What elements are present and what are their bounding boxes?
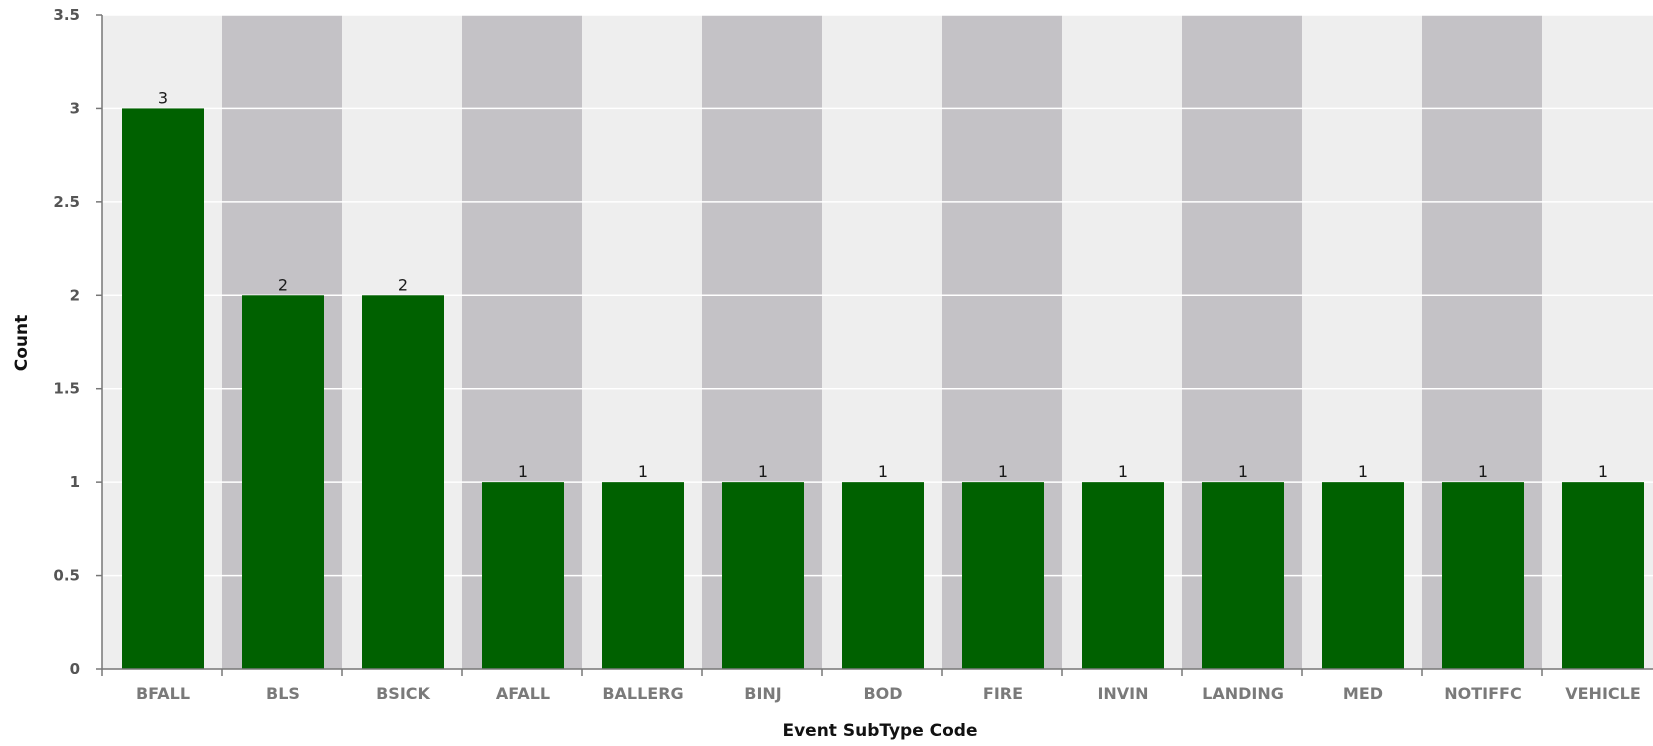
x-tick-label: BLS [266, 684, 300, 703]
y-tick-label: 0 [70, 660, 80, 678]
x-tick-label: BINJ [744, 684, 782, 703]
bar [962, 482, 1044, 669]
x-tick-label: INVIN [1097, 684, 1148, 703]
bar [482, 482, 564, 669]
bar [122, 108, 204, 669]
x-axis-ticks: BFALL BLS BSICK AFALL BALLERG BINJ BOD FIRE INVI… [101, 669, 1641, 703]
bar [842, 482, 924, 669]
x-tick-label: BFALL [136, 684, 190, 703]
y-tick-label: 0.5 [53, 567, 80, 585]
x-tick-label: VEHICLE [1565, 684, 1641, 703]
y-tick-label: 2 [70, 286, 80, 304]
y-tick-label: 3 [70, 99, 80, 117]
data-label: 2 [398, 275, 408, 294]
bar [242, 295, 324, 669]
bar [1082, 482, 1164, 669]
bar [362, 295, 444, 669]
data-label: 1 [1358, 462, 1368, 481]
bar [1562, 482, 1644, 669]
data-labels: 3 2 2 1 1 1 1 1 1 1 1 1 1 [158, 88, 1608, 481]
bar [1322, 482, 1404, 669]
bar [1202, 482, 1284, 669]
data-label: 1 [518, 462, 528, 481]
x-tick-label: NOTIFFC [1444, 684, 1521, 703]
data-label: 1 [1238, 462, 1248, 481]
y-tick-label: 1 [70, 473, 80, 491]
x-tick-label: BSICK [376, 684, 430, 703]
data-label: 1 [1118, 462, 1128, 481]
y-tick-label: 1.5 [53, 380, 80, 398]
bar [1442, 482, 1524, 669]
bars [122, 108, 1644, 669]
x-tick-label: BALLERG [602, 684, 683, 703]
y-axis-ticks: 0 0.5 1 1.5 2 2.5 3 3.5 [53, 6, 102, 678]
x-tick-label: MED [1343, 684, 1383, 703]
data-label: 1 [878, 462, 888, 481]
x-tick-label: AFALL [496, 684, 550, 703]
x-tick-label: FIRE [983, 684, 1023, 703]
y-tick-label: 2.5 [53, 193, 80, 211]
data-label: 2 [278, 275, 288, 294]
bar [602, 482, 684, 669]
data-label: 1 [638, 462, 648, 481]
x-tick-label: BOD [863, 684, 902, 703]
data-label: 1 [1598, 462, 1608, 481]
data-label: 1 [998, 462, 1008, 481]
data-label: 3 [158, 88, 168, 107]
x-tick-label: LANDING [1202, 684, 1284, 703]
x-axis-title: Event SubType Code [782, 721, 977, 741]
bar [722, 482, 804, 669]
data-label: 1 [1478, 462, 1488, 481]
data-label: 1 [758, 462, 768, 481]
y-axis-title: Count [12, 315, 32, 372]
y-tick-label: 3.5 [53, 6, 80, 24]
axes [101, 15, 1653, 670]
